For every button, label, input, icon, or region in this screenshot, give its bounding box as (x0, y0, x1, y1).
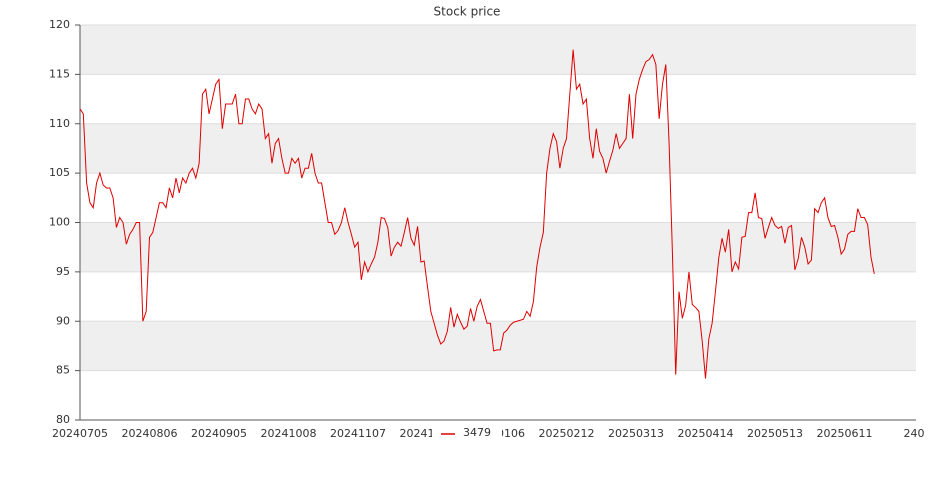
x-tick-label: 20250212 (539, 427, 595, 440)
x-tick-label: 20250611 (817, 427, 873, 440)
y-tick-label: 80 (56, 413, 70, 426)
y-tick-label: 105 (49, 166, 70, 179)
price-line (79, 49, 875, 379)
legend-box (432, 424, 502, 444)
x-tick-label: 20240705 (52, 427, 108, 440)
x-tick-label: 20250513 (747, 427, 803, 440)
grid-band (80, 321, 916, 371)
chart-title: Stock price (434, 5, 501, 19)
grid-band (80, 123, 916, 174)
x-tick-label: 20250414 (678, 427, 734, 440)
x-tick-label: 20241107 (330, 427, 386, 440)
x-tick-label: 240 (904, 427, 925, 440)
x-tick-label: 20250313 (608, 427, 664, 440)
y-tick-label: 110 (49, 117, 70, 130)
grid-band (80, 25, 916, 75)
x-tick-label: 20240905 (191, 427, 247, 440)
y-tick-label: 115 (49, 67, 70, 80)
y-tick-label: 95 (56, 265, 70, 278)
y-tick-label: 90 (56, 314, 70, 327)
grid-band (80, 222, 916, 272)
x-tick-label: 20241008 (261, 427, 317, 440)
y-tick-label: 85 (56, 364, 70, 377)
x-tick-label: 20240806 (122, 427, 178, 440)
legend-label: 3479 (463, 426, 491, 439)
y-tick-label: 100 (49, 216, 70, 229)
y-tick-label: 120 (49, 18, 70, 31)
